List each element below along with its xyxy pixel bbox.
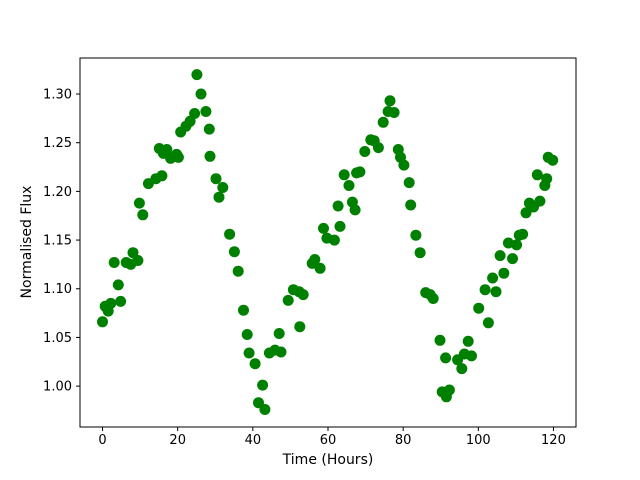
data-point — [210, 173, 222, 185]
data-point — [531, 169, 543, 181]
data-point — [398, 159, 410, 171]
data-point — [541, 173, 553, 185]
x-tick-label: 40 — [245, 433, 262, 448]
data-point — [410, 229, 422, 241]
data-point — [427, 293, 439, 304]
data-point — [334, 220, 346, 232]
data-point — [338, 169, 350, 181]
y-tick-label: 1.15 — [43, 234, 72, 249]
data-point — [161, 144, 173, 155]
data-point — [462, 335, 474, 347]
data-point — [359, 146, 371, 157]
data-point — [97, 316, 108, 328]
data-point — [105, 297, 117, 309]
data-point — [403, 177, 415, 189]
data-point — [456, 363, 468, 375]
data-point — [328, 234, 340, 246]
data-point — [112, 279, 124, 291]
data-point — [249, 358, 261, 370]
data-point — [534, 195, 546, 207]
data-point — [349, 204, 361, 216]
data-point — [372, 142, 384, 154]
data-point — [547, 154, 559, 166]
data-point — [228, 246, 240, 258]
y-tick-label: 1.10 — [43, 282, 72, 297]
data-point — [388, 107, 400, 118]
data-point — [520, 207, 532, 219]
data-point — [232, 265, 244, 277]
data-point — [332, 200, 344, 212]
data-point — [473, 302, 485, 314]
data-point — [479, 284, 491, 296]
data-point — [482, 317, 494, 329]
data-point — [405, 199, 417, 211]
data-point — [217, 182, 229, 193]
data-point — [309, 254, 321, 265]
data-point — [243, 347, 255, 359]
data-point — [440, 352, 452, 364]
data-point — [200, 106, 212, 117]
data-point — [517, 228, 529, 240]
data-point — [115, 295, 127, 307]
y-axis-label: Normalised Flux — [19, 185, 35, 299]
data-point — [502, 237, 514, 249]
data-point — [203, 123, 215, 135]
data-point — [132, 255, 144, 266]
data-point — [318, 222, 329, 234]
y-tick-label: 1.30 — [43, 88, 72, 103]
data-point — [213, 191, 225, 203]
data-point — [434, 334, 446, 346]
data-point — [108, 257, 120, 268]
data-point — [343, 180, 355, 191]
data-point — [273, 328, 285, 339]
data-point — [443, 384, 455, 396]
data-point — [498, 267, 510, 279]
data-point — [204, 150, 216, 162]
x-tick-label: 60 — [320, 433, 337, 448]
data-point — [494, 250, 506, 262]
data-point — [191, 69, 203, 81]
data-point — [294, 321, 306, 333]
y-tick-label: 1.20 — [43, 185, 72, 200]
x-axis-label: Time (Hours) — [282, 452, 374, 468]
data-point — [133, 197, 145, 209]
data-point — [238, 304, 249, 316]
data-point — [172, 151, 184, 163]
data-point — [137, 209, 149, 221]
x-tick-label: 80 — [395, 433, 412, 448]
data-point — [511, 239, 523, 251]
data-point — [282, 294, 294, 306]
data-point — [224, 228, 236, 240]
data-point — [259, 404, 271, 415]
x-tick-label: 0 — [98, 433, 106, 448]
data-point — [257, 379, 269, 391]
data-point — [414, 247, 426, 259]
data-point — [507, 253, 518, 265]
data-point — [377, 116, 389, 128]
y-tick-label: 1.25 — [43, 136, 72, 151]
data-point — [195, 88, 207, 100]
y-tick-label: 1.00 — [43, 380, 72, 395]
data-point — [189, 108, 201, 119]
data-point — [354, 166, 366, 178]
data-point — [314, 262, 326, 274]
data-point — [487, 272, 499, 284]
data-point — [156, 170, 168, 182]
data-point — [297, 289, 309, 301]
data-point — [466, 350, 477, 362]
data-point — [275, 346, 287, 358]
x-tick-label: 120 — [541, 433, 566, 448]
data-point — [490, 286, 502, 298]
x-tick-label: 100 — [466, 433, 491, 448]
data-point — [384, 95, 396, 107]
data-point — [241, 329, 253, 340]
x-tick-label: 20 — [169, 433, 186, 448]
y-tick-label: 1.05 — [43, 331, 72, 346]
